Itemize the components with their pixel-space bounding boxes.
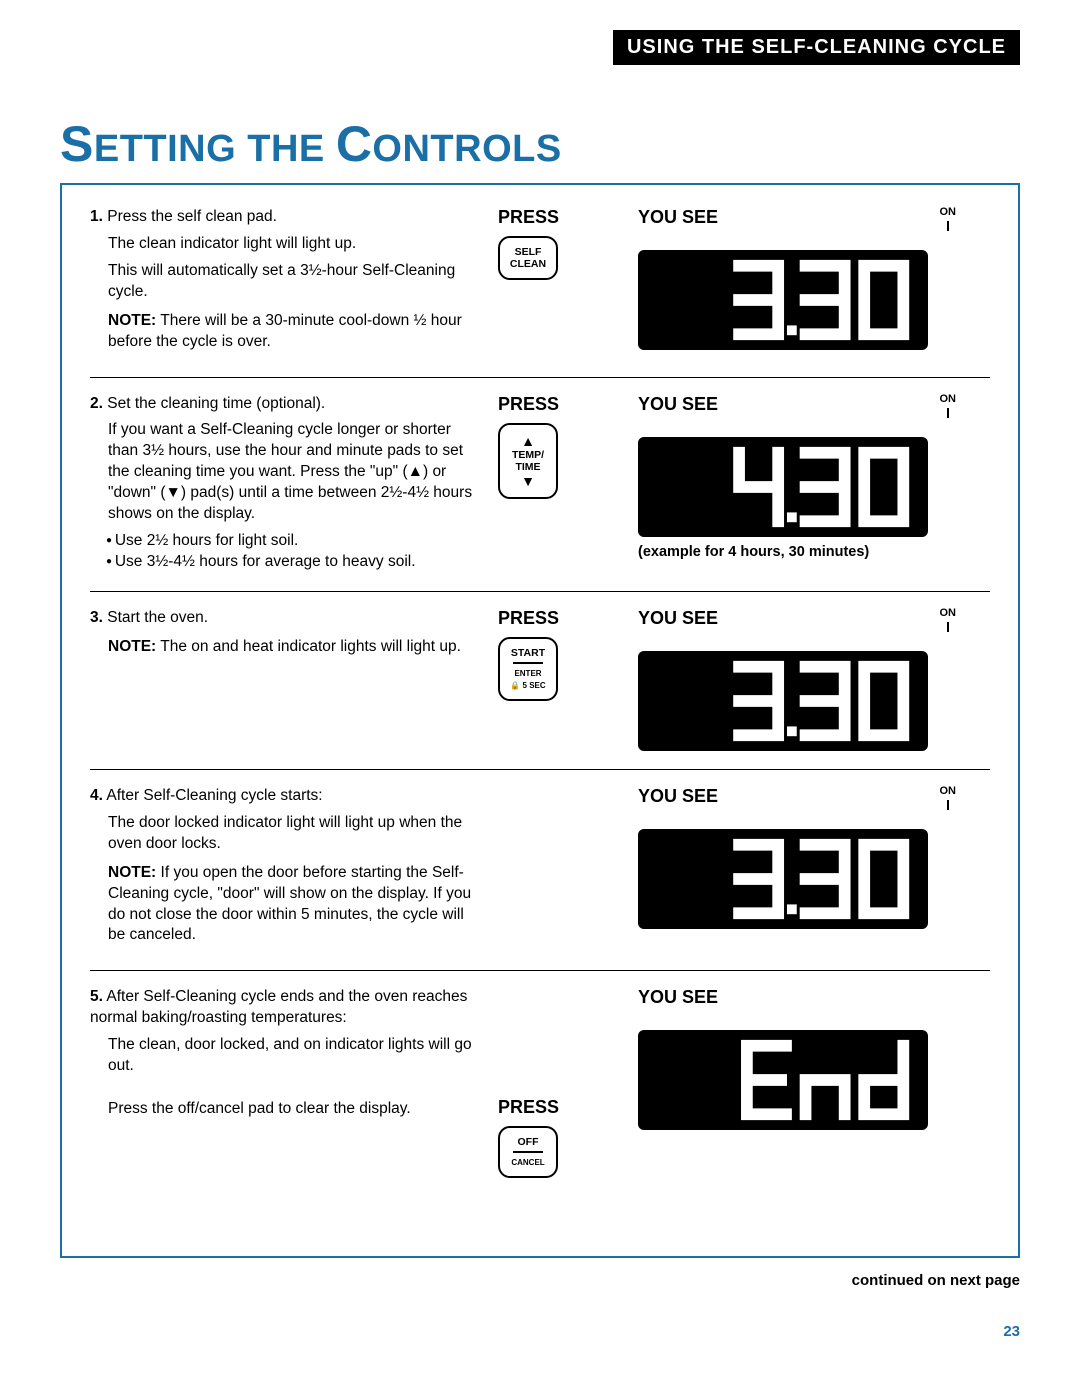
digital-display [638, 250, 928, 350]
digital-display [638, 829, 928, 929]
off-cancel-pad[interactable]: OFFCANCEL [498, 1126, 558, 1178]
continued-note: continued on next page [60, 1272, 1020, 1289]
yousee-column: YOU SEEON [630, 608, 990, 751]
section-header: USING THE SELF-CLEANING CYCLE [613, 30, 1020, 65]
step-row: 4. After Self-Cleaning cycle starts:The … [90, 770, 990, 971]
display-caption: (example for 4 hours, 30 minutes) [638, 543, 990, 561]
step-row: 5. After Self-Cleaning cycle ends and th… [90, 971, 990, 1196]
on-indicator: ON [940, 207, 957, 231]
yousee-column: YOU SEEON [630, 207, 990, 359]
temp-time-pad[interactable]: ▲TEMP/TIME▼ [498, 423, 558, 499]
press-column [480, 786, 630, 952]
press-column: PRESS OFFCANCEL [480, 987, 630, 1178]
start-pad[interactable]: STARTENTER🔒 5 SEC [498, 637, 558, 701]
press-column: PRESS ▲TEMP/TIME▼ [480, 394, 630, 573]
content-frame: 1. Press the self clean pad.The clean in… [60, 183, 1020, 1258]
yousee-column: YOU SEE [630, 987, 990, 1178]
on-indicator: ON [940, 394, 957, 418]
press-column: PRESS STARTENTER🔒 5 SEC [480, 608, 630, 751]
bullet: Use 3½-4½ hours for average to heavy soi… [106, 552, 480, 573]
yousee-label: YOU SEE [638, 207, 990, 228]
yousee-label: YOU SEE [638, 786, 990, 807]
step-text: 2. Set the cleaning time (optional).If y… [90, 394, 480, 573]
page-title: SETTING THE CONTROLS [60, 115, 1020, 173]
yousee-label: YOU SEE [638, 394, 990, 415]
page-number: 23 [60, 1323, 1020, 1340]
digital-display [638, 437, 928, 537]
press-label: PRESS [498, 1097, 630, 1118]
yousee-column: YOU SEEON [630, 786, 990, 952]
digital-display [638, 651, 928, 751]
press-column: PRESS SELFCLEAN [480, 207, 630, 359]
press-label: PRESS [498, 207, 630, 228]
step-row: 2. Set the cleaning time (optional).If y… [90, 378, 990, 592]
step-row: 1. Press the self clean pad.The clean in… [90, 191, 990, 378]
step-text: 4. After Self-Cleaning cycle starts:The … [90, 786, 480, 952]
press-label: PRESS [498, 608, 630, 629]
on-indicator: ON [940, 786, 957, 810]
digital-display [638, 1030, 928, 1130]
yousee-column: YOU SEEON (example for 4 hours, 30 minute… [630, 394, 990, 573]
step-text: 5. After Self-Cleaning cycle ends and th… [90, 987, 480, 1178]
step-text: 1. Press the self clean pad.The clean in… [90, 207, 480, 359]
on-indicator: ON [940, 608, 957, 632]
step-text: 3. Start the oven.NOTE: The on and heat … [90, 608, 480, 751]
self-clean-pad[interactable]: SELFCLEAN [498, 236, 558, 280]
bullet: Use 2½ hours for light soil. [106, 531, 480, 552]
yousee-label: YOU SEE [638, 608, 990, 629]
press-label: PRESS [498, 394, 630, 415]
yousee-label: YOU SEE [638, 987, 990, 1008]
step-row: 3. Start the oven.NOTE: The on and heat … [90, 592, 990, 770]
